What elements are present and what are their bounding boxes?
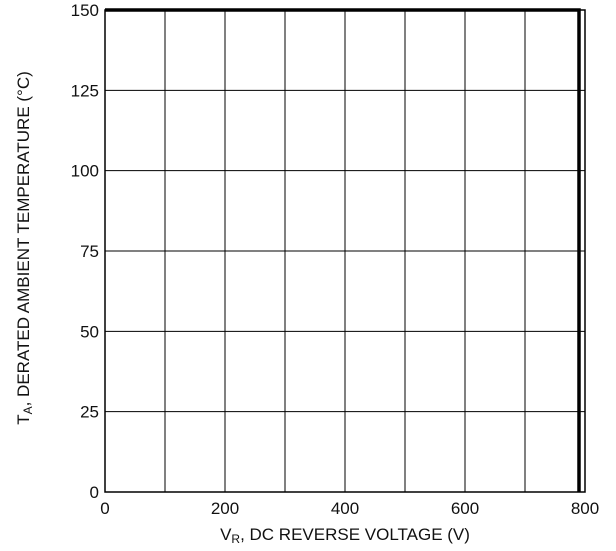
y-tick-label: 100 (71, 162, 99, 181)
x-tick-label: 0 (100, 499, 109, 518)
plot-border (104, 9, 586, 493)
y-tick-label: 75 (80, 242, 99, 261)
x-tick-label: 600 (451, 499, 479, 518)
y-tick-label: 0 (90, 483, 99, 502)
x-tick-label: 400 (331, 499, 359, 518)
y-tick-label: 150 (71, 1, 99, 20)
y-tick-label: 50 (80, 322, 99, 341)
x-tick-labels: 0 200 400 600 800 (100, 499, 599, 518)
y-axis-label: TA, DERATED AMBIENT TEMPERATURE (°C) (14, 71, 35, 425)
plot-frame (104, 9, 586, 493)
y-tick-labels: 0 25 50 75 100 125 150 (71, 1, 99, 502)
x-tick-label: 800 (571, 499, 599, 518)
y-tick-label: 125 (71, 81, 99, 100)
grid (105, 10, 585, 492)
x-tick-label: 200 (211, 499, 239, 518)
y-tick-label: 25 (80, 403, 99, 422)
x-axis-label: VR, DC REVERSE VOLTAGE (V) (220, 525, 470, 546)
